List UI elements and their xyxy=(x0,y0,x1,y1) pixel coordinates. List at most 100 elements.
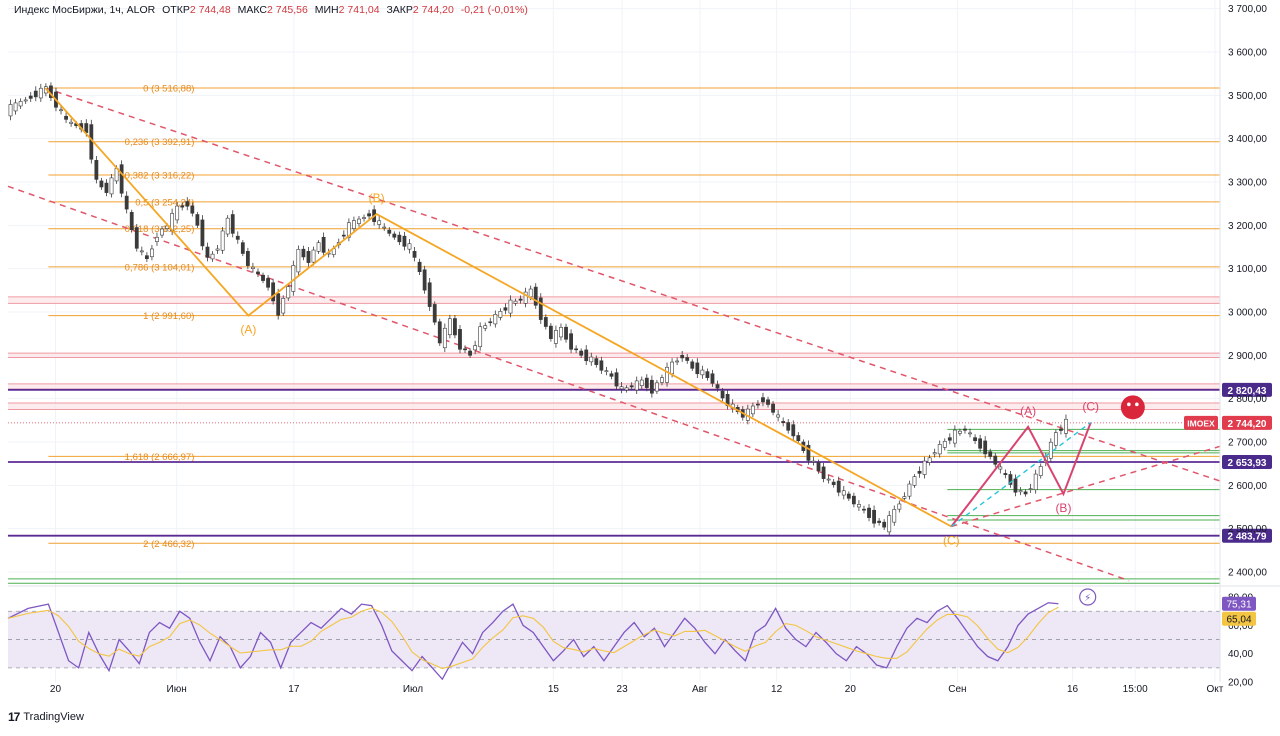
wave-label: (C) xyxy=(943,534,960,548)
lightning-glyph: ⚡ xyxy=(1084,593,1091,604)
candle-body xyxy=(1008,474,1013,485)
candle-body xyxy=(756,403,760,406)
candle-body xyxy=(503,307,508,311)
candle-body xyxy=(564,326,568,340)
rsi-tick-label: 60,00 xyxy=(1228,621,1253,632)
price-label-text: 2 820,43 xyxy=(1228,386,1267,397)
candle-body xyxy=(528,288,533,298)
candle-body xyxy=(463,348,467,351)
x-tick-label: 15:00 xyxy=(1123,684,1148,695)
candle-body xyxy=(624,387,629,391)
bear-alert-icon xyxy=(1120,395,1145,420)
y-tick-label: 2 900,00 xyxy=(1228,351,1267,362)
candle-body xyxy=(841,490,846,496)
candle-body xyxy=(377,220,382,225)
candle-body xyxy=(685,357,690,361)
candle-body xyxy=(680,355,685,359)
candle-body xyxy=(144,255,149,260)
candle-body xyxy=(59,109,63,112)
candle-body xyxy=(548,325,553,339)
candle-body xyxy=(185,201,190,207)
resistance-zone xyxy=(8,403,1220,410)
y-tick-label: 3 700,00 xyxy=(1228,4,1267,15)
candle-body xyxy=(240,242,245,254)
candle-body xyxy=(488,321,493,324)
candle-body xyxy=(781,421,786,424)
candle-body xyxy=(609,373,614,377)
high-value: 2 745,56 xyxy=(266,4,308,16)
candle-body xyxy=(150,248,154,258)
candle-body xyxy=(1028,488,1033,490)
candle-body xyxy=(1059,428,1063,431)
x-tick-label: Июн xyxy=(167,684,187,695)
candle-body xyxy=(442,327,447,349)
candle-body xyxy=(382,226,387,229)
candle-body xyxy=(28,95,33,99)
candle-body xyxy=(771,403,775,413)
wave-target-line xyxy=(950,421,1092,528)
candle-body xyxy=(296,249,301,273)
candle-body xyxy=(877,520,882,523)
candle-body xyxy=(392,233,397,238)
fib-level-label: 0,786 (3 104,01) xyxy=(125,262,195,273)
candle-body xyxy=(720,390,725,399)
bear-alert-eye xyxy=(1135,402,1139,407)
candle-body xyxy=(1038,466,1043,476)
candle-body xyxy=(846,493,851,499)
candle-body xyxy=(644,377,649,388)
symbol-title: Индекс МосБиржи, 1ч, ALOR xyxy=(14,4,156,16)
candle-body xyxy=(675,360,680,363)
rsi-ma-text: 65,04 xyxy=(1226,615,1251,626)
candle-body xyxy=(670,361,674,375)
candle-body xyxy=(498,311,503,318)
price-label-box xyxy=(1222,528,1272,543)
candle-body xyxy=(281,298,286,314)
candle-body xyxy=(887,515,892,533)
wave-line-secondary xyxy=(950,422,1092,528)
candle-body xyxy=(33,90,38,98)
wave-label: (B) xyxy=(1055,501,1071,515)
candle-body xyxy=(649,379,654,394)
candle-body xyxy=(341,234,346,237)
candle-body xyxy=(533,286,538,306)
candle-body xyxy=(346,222,351,238)
candle-body xyxy=(579,350,584,356)
candle-body xyxy=(453,318,457,336)
fib-level-label: 0,382 (3 316,22) xyxy=(125,170,195,181)
rsi-ma-line xyxy=(7,606,1059,670)
candle-body xyxy=(23,99,28,102)
candle-body xyxy=(862,508,866,511)
candle-body xyxy=(958,430,962,434)
candle-body xyxy=(160,228,164,236)
candle-body xyxy=(230,214,235,234)
wave-label: (A) xyxy=(1020,404,1036,418)
candle-body xyxy=(256,271,260,275)
candle-body xyxy=(104,182,109,193)
candle-body xyxy=(139,250,144,253)
candle-body xyxy=(559,327,563,338)
candle-body xyxy=(1064,418,1068,434)
candle-body xyxy=(816,462,821,472)
resistance-zone xyxy=(8,296,1220,304)
candle-body xyxy=(776,414,781,418)
candle-body xyxy=(942,441,947,448)
fib-level-label: 0 (3 516,88) xyxy=(143,84,194,95)
candle-body xyxy=(155,236,159,242)
tradingview-logo[interactable]: 17 TradingView xyxy=(8,710,84,724)
open-value: 2 744,48 xyxy=(189,4,231,16)
rsi-tick-label: 20,00 xyxy=(1228,678,1253,689)
candle-body xyxy=(266,278,270,288)
fib-level-label: 2 (2 466,32) xyxy=(143,539,194,550)
candle-body xyxy=(316,242,321,252)
candle-body xyxy=(750,405,755,415)
candle-body xyxy=(271,282,276,302)
candle-body xyxy=(311,249,316,263)
candle-body xyxy=(1003,473,1008,476)
candle-body xyxy=(402,235,407,247)
candle-body xyxy=(99,180,104,188)
x-tick-label: Сен xyxy=(948,684,966,695)
candle-body xyxy=(836,480,841,493)
y-tick-label: 2 600,00 xyxy=(1228,481,1267,492)
